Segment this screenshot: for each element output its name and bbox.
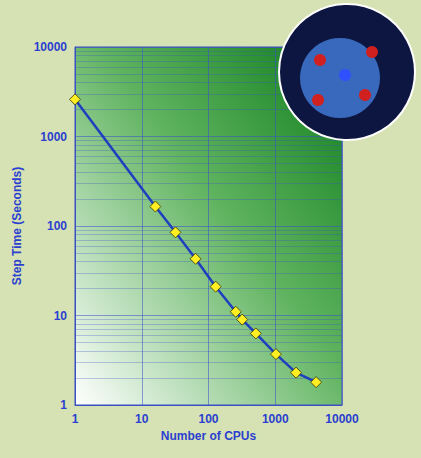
svg-text:10000: 10000: [325, 412, 359, 426]
svg-text:1000: 1000: [262, 412, 289, 426]
svg-text:100: 100: [47, 219, 67, 233]
svg-text:10000: 10000: [34, 40, 68, 54]
svg-text:1: 1: [72, 412, 79, 426]
svg-text:Number of CPUs: Number of CPUs: [161, 429, 257, 443]
svg-text:10: 10: [135, 412, 149, 426]
svg-text:10: 10: [54, 309, 68, 323]
svg-text:Step Time (Seconds): Step Time (Seconds): [10, 167, 24, 285]
svg-text:1: 1: [60, 398, 67, 412]
svg-text:1000: 1000: [40, 130, 67, 144]
svg-text:100: 100: [198, 412, 218, 426]
